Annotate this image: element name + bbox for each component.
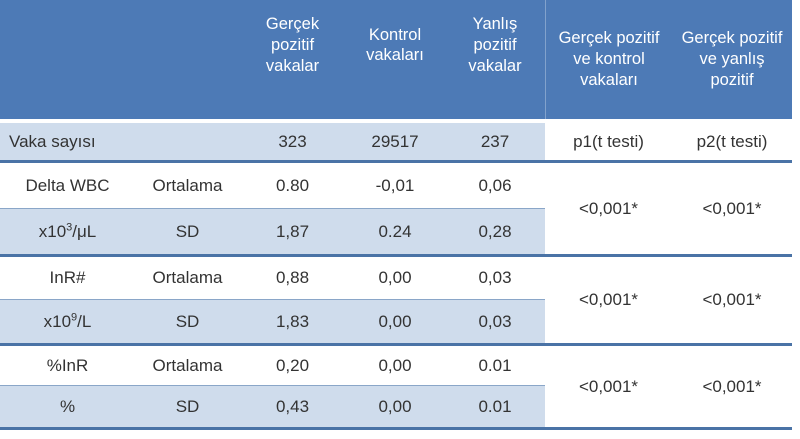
bottom-margin: [0, 430, 792, 438]
sd-true-positive: 1,87: [240, 209, 345, 254]
mean-true-positive: 0.80: [240, 163, 345, 209]
stat-label-mean: Ortalama: [135, 257, 240, 300]
group-inr-count: InR# Ortalama 0,88 0,00 0,03 <0,001* <0,…: [0, 257, 792, 343]
p2-value: <0,001*: [702, 290, 762, 309]
row-separator: [0, 343, 792, 346]
sd-control: 0,00: [345, 386, 445, 427]
param-name: Delta WBC: [0, 163, 135, 209]
row-separator: [0, 160, 792, 163]
sd-false-positive: 0,28: [445, 209, 545, 254]
case-count-false-positive: 237: [445, 123, 545, 160]
group-inr-percent: %InR Ortalama 0,20 0,00 0.01 <0,001* <0,…: [0, 346, 792, 427]
mean-false-positive: 0.01: [445, 346, 545, 386]
case-count-true-positive: 323: [240, 123, 345, 160]
table-bottom-rule: [0, 427, 792, 430]
sd-false-positive: 0,03: [445, 300, 545, 343]
p1-column-title: p1(t testi): [573, 131, 644, 151]
stat-label-mean: Ortalama: [135, 163, 240, 209]
case-count-row: Vaka sayısı 323 29517 237 p1(t testi) p2…: [0, 123, 792, 160]
sd-true-positive: 1,83: [240, 300, 345, 343]
mean-false-positive: 0,03: [445, 257, 545, 300]
param-name: %InR: [0, 346, 135, 386]
case-count-label: Vaka sayısı: [0, 123, 240, 160]
header-col-false-positive: Yanlış pozitif vakalar: [468, 15, 522, 75]
header-col-control: Kontrol vakaları: [366, 25, 424, 65]
header-empty-spacer: [0, 0, 240, 91]
case-count-control: 29517: [345, 123, 445, 160]
p1-value: <0,001*: [578, 290, 639, 309]
stat-label-sd: SD: [135, 300, 240, 343]
stat-label-sd: SD: [135, 209, 240, 254]
group-delta-wbc: Delta WBC Ortalama 0.80 -0,01 0,06 <0,00…: [0, 163, 792, 254]
param-unit: x103/μL: [0, 209, 135, 254]
sd-true-positive: 0,43: [240, 386, 345, 427]
p2-column-title: p2(t testi): [696, 131, 768, 151]
header-col-tp-vs-fp: Gerçek pozitif ve yanlış pozitif: [681, 29, 783, 89]
param-unit: x109/L: [0, 300, 135, 343]
p2-value: <0,001*: [702, 198, 762, 218]
sd-control: 0,00: [345, 300, 445, 343]
header-divider-gap: [0, 119, 792, 123]
sd-control: 0.24: [345, 209, 445, 254]
p1-value: <0,001*: [578, 376, 639, 396]
mean-false-positive: 0,06: [445, 163, 545, 209]
mean-control: 0,00: [345, 257, 445, 300]
mean-control: 0,00: [345, 346, 445, 386]
mean-control: -0,01: [345, 163, 445, 209]
table-header-row: Gerçek pozitif vakalar Kontrol vakaları …: [0, 0, 792, 119]
stat-label-sd: SD: [135, 386, 240, 427]
mean-true-positive: 0,88: [240, 257, 345, 300]
row-separator: [0, 254, 792, 257]
p1-value: <0,001*: [578, 198, 639, 218]
param-name: InR#: [0, 257, 135, 300]
header-col-true-positive: Gerçek pozitif vakalar: [265, 15, 320, 75]
stat-label-mean: Ortalama: [135, 346, 240, 386]
p2-value: <0,001*: [702, 376, 762, 396]
sd-false-positive: 0.01: [445, 386, 545, 427]
header-col-tp-vs-control: Gerçek pozitif ve kontrol vakaları: [545, 0, 672, 119]
mean-true-positive: 0,20: [240, 346, 345, 386]
param-unit: %: [0, 386, 135, 427]
